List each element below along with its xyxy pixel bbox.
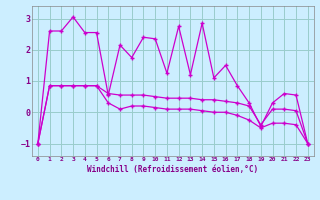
X-axis label: Windchill (Refroidissement éolien,°C): Windchill (Refroidissement éolien,°C)	[87, 165, 258, 174]
